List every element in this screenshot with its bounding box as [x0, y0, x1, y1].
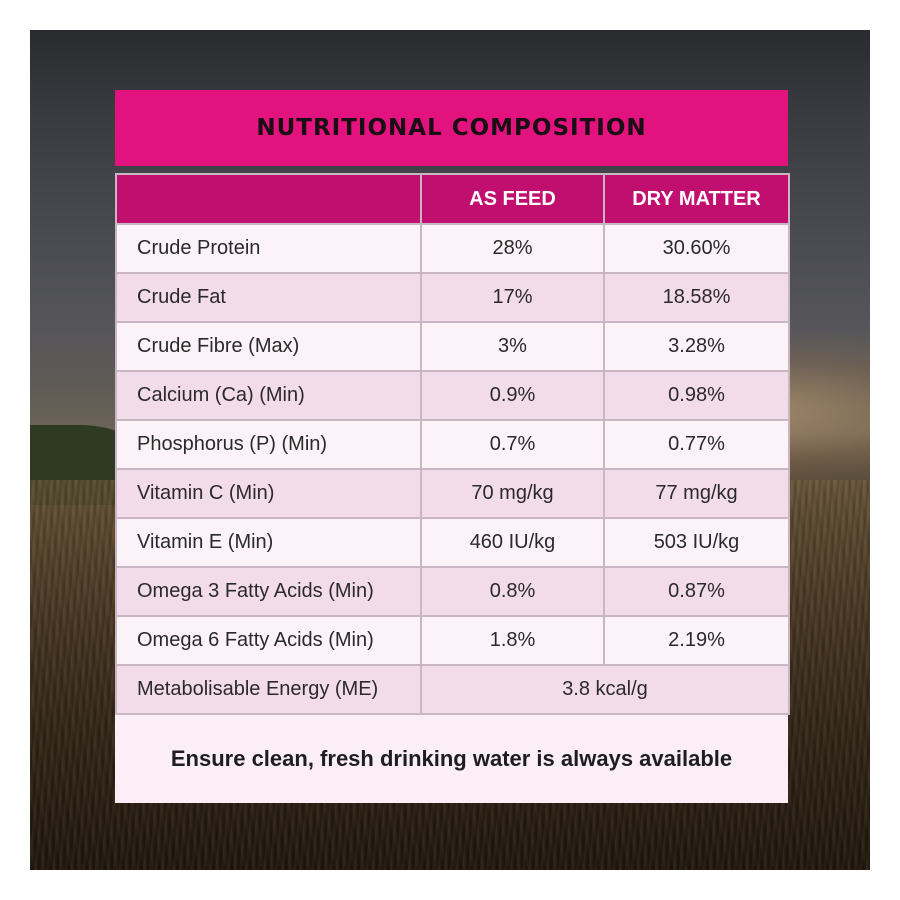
dry-matter-value: 0.87% [603, 566, 790, 617]
as-feed-value: 17% [420, 272, 605, 323]
dry-matter-value: 18.58% [603, 272, 790, 323]
table-row: Vitamin C (Min) 70 mg/kg 77 mg/kg [115, 468, 790, 519]
table-row: Crude Fibre (Max) 3% 3.28% [115, 321, 790, 372]
title-bar: NUTRITIONAL COMPOSITION [115, 90, 788, 166]
footer-text: Ensure clean, fresh drinking water is al… [170, 746, 733, 771]
table-row: Phosphorus (P) (Min) 0.7% 0.77% [115, 419, 790, 470]
as-feed-value: 1.8% [420, 615, 605, 666]
dry-matter-value: 0.98% [603, 370, 790, 421]
as-feed-value: 3% [420, 321, 605, 372]
dry-matter-value: 77 mg/kg [603, 468, 790, 519]
as-feed-value: 460 IU/kg [420, 517, 605, 568]
as-feed-value: 0.7% [420, 419, 605, 470]
nutrition-table-wrap: AS FEED DRY MATTER Crude Protein 28% 30.… [115, 173, 790, 803]
table-header-row: AS FEED DRY MATTER [115, 173, 790, 225]
nutrient-label: Omega 3 Fatty Acids (Min) [115, 566, 422, 617]
table-row: Calcium (Ca) (Min) 0.9% 0.98% [115, 370, 790, 421]
as-feed-value: 70 mg/kg [420, 468, 605, 519]
nutrient-label: Phosphorus (P) (Min) [115, 419, 422, 470]
as-feed-value: 28% [420, 223, 605, 274]
header-dry-matter: DRY MATTER [603, 173, 790, 225]
nutrient-label: Omega 6 Fatty Acids (Min) [115, 615, 422, 666]
nutrient-label: Crude Protein [115, 223, 422, 274]
dry-matter-value: 3.28% [603, 321, 790, 372]
nutrient-label: Vitamin C (Min) [115, 468, 422, 519]
dry-matter-value: 0.77% [603, 419, 790, 470]
header-blank [115, 173, 422, 225]
energy-value: 3.8 kcal/g [420, 664, 790, 715]
as-feed-value: 0.9% [420, 370, 605, 421]
nutrient-label: Calcium (Ca) (Min) [115, 370, 422, 421]
table-row: Crude Fat 17% 18.58% [115, 272, 790, 323]
nutrient-label: Crude Fibre (Max) [115, 321, 422, 372]
header-as-feed: AS FEED [420, 173, 605, 225]
table-row: Omega 6 Fatty Acids (Min) 1.8% 2.19% [115, 615, 790, 666]
page-title: NUTRITIONAL COMPOSITION [256, 115, 647, 141]
nutrition-table: AS FEED DRY MATTER Crude Protein 28% 30.… [115, 173, 790, 715]
energy-row: Metabolisable Energy (ME) 3.8 kcal/g [115, 664, 790, 715]
table-row: Crude Protein 28% 30.60% [115, 223, 790, 274]
nutrition-card: NUTRITIONAL COMPOSITION AS FEED DRY MATT… [115, 90, 790, 803]
energy-label: Metabolisable Energy (ME) [115, 664, 422, 715]
dry-matter-value: 503 IU/kg [603, 517, 790, 568]
table-row: Vitamin E (Min) 460 IU/kg 503 IU/kg [115, 517, 790, 568]
nutrient-label: Crude Fat [115, 272, 422, 323]
dry-matter-value: 30.60% [603, 223, 790, 274]
table-row: Omega 3 Fatty Acids (Min) 0.8% 0.87% [115, 566, 790, 617]
nutrient-label: Vitamin E (Min) [115, 517, 422, 568]
dry-matter-value: 2.19% [603, 615, 790, 666]
footer-note: Ensure clean, fresh drinking water is al… [115, 715, 788, 803]
as-feed-value: 0.8% [420, 566, 605, 617]
